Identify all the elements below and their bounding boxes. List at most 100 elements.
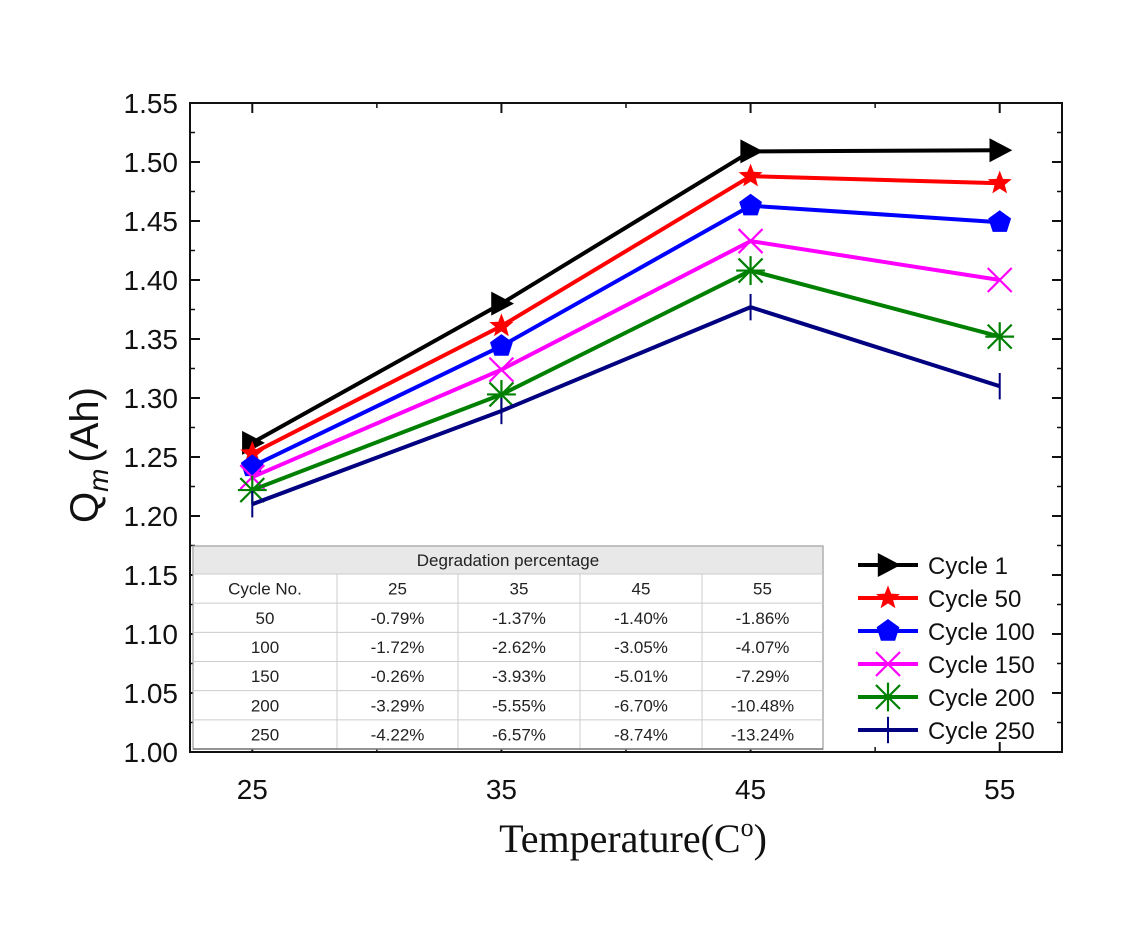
y-tick-label: 1.10 <box>124 619 179 650</box>
series-cycle-1 <box>242 138 1013 455</box>
y-axis-label-main: Q <box>63 492 107 523</box>
series-cycle-250 <box>251 293 1001 518</box>
legend-item: Cycle 50 <box>858 585 1021 613</box>
table-cell: 50 <box>256 609 275 628</box>
table-cell: -7.29% <box>736 667 790 686</box>
x-axis-label: Temperature(Co) <box>499 813 767 861</box>
y-tick-label: 1.35 <box>124 324 179 355</box>
table-cell: -8.74% <box>614 725 668 744</box>
table-cell: 200 <box>251 696 279 715</box>
legend-item: Cycle 150 <box>858 651 1035 679</box>
x-axis-label-close: ) <box>754 816 767 861</box>
series-line <box>251 305 1001 507</box>
table-cell: -0.26% <box>371 667 425 686</box>
legend-label: Cycle 50 <box>928 586 1021 613</box>
y-tick-label: 1.50 <box>124 147 179 178</box>
table-header-cell: Cycle No. <box>228 580 302 599</box>
x-tick-label: 45 <box>735 774 766 805</box>
table-cell: -1.86% <box>736 609 790 628</box>
table-cell: -2.62% <box>492 638 546 657</box>
data-point <box>987 170 1012 194</box>
legend-label: Cycle 100 <box>928 619 1035 646</box>
data-point <box>737 228 764 254</box>
table-cell: -6.57% <box>492 725 546 744</box>
data-point <box>491 291 515 316</box>
table-cell: -4.07% <box>736 638 790 657</box>
table-cell: 100 <box>251 638 279 657</box>
legend-item: Cycle 100 <box>858 619 1035 646</box>
legend-label: Cycle 200 <box>928 685 1035 712</box>
x-tick-label: 25 <box>237 774 268 805</box>
y-tick-label: 1.00 <box>124 737 179 768</box>
data-point <box>487 380 516 409</box>
data-point <box>739 193 762 216</box>
series-line <box>251 239 1001 479</box>
series-cycle-100 <box>240 193 1012 477</box>
data-point <box>490 334 513 356</box>
data-point <box>237 475 267 505</box>
data-point <box>875 651 901 677</box>
table-cell: -0.79% <box>371 609 425 628</box>
series-cycle-50 <box>240 163 1012 464</box>
series-line <box>251 203 1000 469</box>
y-tick-label: 1.20 <box>124 501 179 532</box>
table-title: Degradation percentage <box>417 551 599 570</box>
data-point <box>242 430 265 455</box>
legend-label: Cycle 150 <box>928 652 1035 679</box>
table-cell: 250 <box>251 725 279 744</box>
table-cell: -10.48% <box>731 696 794 715</box>
table-header-cell: 55 <box>753 580 772 599</box>
table-cell: -1.40% <box>614 609 668 628</box>
x-axis-label-main: Temperature(C <box>499 816 741 861</box>
table-cell: -4.22% <box>371 725 425 744</box>
table-cell: 150 <box>251 667 279 686</box>
legend-item: Cycle 250 <box>858 716 1035 745</box>
y-tick-label: 1.45 <box>124 206 179 237</box>
legend-label: Cycle 250 <box>928 718 1035 745</box>
y-tick-label: 1.55 <box>124 88 179 119</box>
table-cell: -6.70% <box>614 696 668 715</box>
y-tick-label: 1.15 <box>124 560 179 591</box>
series-cycle-200 <box>237 256 1015 505</box>
y-tick-label: 1.25 <box>124 442 179 473</box>
table-cell: -13.24% <box>731 725 794 744</box>
legend-item: Cycle 1 <box>858 553 1008 580</box>
table-header-cell: 35 <box>510 580 529 599</box>
y-tick-label: 1.05 <box>124 678 179 709</box>
table-cell: -1.37% <box>492 609 546 628</box>
x-tick-label: 35 <box>486 774 517 805</box>
table-cell: -5.55% <box>492 696 546 715</box>
table-frame <box>192 545 824 750</box>
table-cell: -3.93% <box>492 667 546 686</box>
y-axis-label-sub: m <box>83 469 114 492</box>
y-axis-label: Qm (Ah) <box>63 387 114 523</box>
series-line <box>251 148 1000 445</box>
x-tick-label: 55 <box>984 774 1015 805</box>
data-point <box>873 682 903 712</box>
table-cell: -3.29% <box>371 696 425 715</box>
table-cell: -5.01% <box>614 667 668 686</box>
data-point <box>986 267 1013 293</box>
table-header-cell: 25 <box>388 580 407 599</box>
table-cell: -3.05% <box>614 638 668 657</box>
data-point <box>488 356 515 383</box>
data-point <box>989 138 1013 163</box>
series-line <box>251 174 1000 456</box>
y-tick-label: 1.40 <box>124 265 179 296</box>
data-point <box>876 619 900 641</box>
data-point <box>738 163 763 187</box>
y-tick-label: 1.30 <box>124 383 179 414</box>
legend-item: Cycle 200 <box>858 682 1035 712</box>
table-cell: -1.72% <box>371 638 425 657</box>
data-point <box>877 553 901 577</box>
data-point <box>988 210 1012 232</box>
table-header-cell: 45 <box>632 580 651 599</box>
data-point <box>489 313 514 337</box>
table-title-cell <box>192 545 824 575</box>
data-point <box>740 139 764 164</box>
y-axis-label-unit: (Ah) <box>63 387 107 463</box>
data-point <box>876 585 900 609</box>
series-line <box>251 268 1001 492</box>
